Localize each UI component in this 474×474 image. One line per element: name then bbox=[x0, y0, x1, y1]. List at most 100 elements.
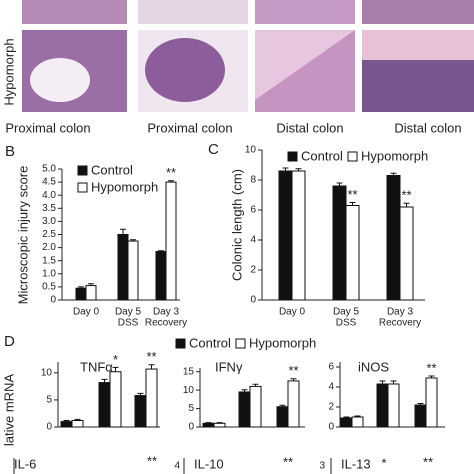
row-label: Hypomorph bbox=[1, 38, 16, 105]
error-bar bbox=[379, 380, 386, 384]
legend-swatch bbox=[77, 182, 88, 193]
error-bar bbox=[88, 283, 94, 286]
error-bar bbox=[168, 180, 174, 183]
error-bar bbox=[403, 202, 410, 207]
significance-mark: ** bbox=[423, 454, 433, 469]
significance-mark: ** bbox=[147, 453, 157, 468]
y-tick-label: 3 bbox=[319, 461, 325, 472]
legend-swatch bbox=[77, 165, 88, 176]
error-bar bbox=[74, 418, 81, 421]
bar bbox=[387, 383, 400, 428]
x-tick-label: Day 3 bbox=[387, 307, 414, 318]
bar bbox=[109, 371, 122, 428]
error-bar bbox=[428, 375, 435, 378]
error-bar bbox=[112, 366, 119, 372]
y-axis-label: Colonic length (cm) bbox=[229, 169, 244, 281]
x-tick-label: Day 0 bbox=[279, 307, 306, 318]
y-tick-label: 6 bbox=[328, 362, 334, 373]
bar bbox=[145, 368, 158, 428]
y-tick-label: 0 bbox=[250, 295, 256, 306]
error-bar bbox=[295, 168, 302, 171]
error-bar bbox=[241, 389, 248, 392]
x-tick-label: Recovery bbox=[145, 318, 187, 329]
bar bbox=[117, 234, 129, 301]
bar bbox=[60, 421, 73, 428]
significance-mark: * bbox=[381, 455, 386, 470]
error-bar bbox=[252, 383, 259, 387]
bar bbox=[399, 206, 414, 301]
y-tick-label: 5 bbox=[188, 403, 194, 414]
bar bbox=[238, 391, 251, 428]
bar bbox=[351, 416, 364, 428]
x-tick-label: Day 3 bbox=[153, 307, 180, 318]
y-tick-label: 10 bbox=[183, 385, 195, 396]
histology-tissue bbox=[145, 38, 225, 102]
y-tick-label: 0 bbox=[328, 422, 334, 433]
bar bbox=[287, 380, 300, 428]
error-bar bbox=[290, 378, 297, 381]
significance-mark: ** bbox=[283, 454, 293, 469]
y-tick-label: 10 bbox=[245, 145, 257, 156]
histology-image bbox=[255, 0, 355, 24]
y-tick-label: 15 bbox=[183, 366, 195, 377]
error-bar bbox=[148, 364, 155, 370]
significance-mark: ** bbox=[426, 360, 436, 375]
error-bar bbox=[354, 415, 361, 417]
x-tick-label: Day 5 bbox=[333, 307, 360, 318]
legend-label: Hypomorph bbox=[361, 148, 428, 163]
legend-label: Control bbox=[91, 162, 133, 177]
histology-lumen bbox=[30, 58, 90, 102]
error-bar bbox=[390, 172, 397, 176]
y-tick-label: 4 bbox=[328, 382, 334, 393]
bar bbox=[345, 205, 360, 301]
legend-label: Hypomorph bbox=[249, 335, 316, 350]
y-tick-label: 5 bbox=[46, 395, 52, 406]
bar bbox=[276, 406, 289, 428]
y-tick-label: 5.0 bbox=[42, 164, 56, 175]
bar bbox=[425, 377, 438, 428]
x-tick-label: DSS bbox=[336, 318, 357, 329]
y-tick-label: 2 bbox=[250, 265, 256, 276]
y-tick-label: 0 bbox=[50, 295, 56, 306]
panel-label: D bbox=[4, 333, 15, 350]
error-bar bbox=[390, 380, 397, 384]
chart-title: IL-10 bbox=[194, 456, 224, 471]
x-tick-label: Recovery bbox=[379, 318, 421, 329]
error-bar bbox=[78, 286, 84, 289]
y-tick-label: 2 bbox=[328, 402, 334, 413]
legend-swatch bbox=[287, 151, 298, 162]
bar bbox=[85, 285, 97, 301]
chart-title: IFNγ bbox=[215, 359, 243, 374]
error-bar bbox=[137, 392, 144, 396]
chart-title: IL-13 bbox=[341, 456, 371, 471]
significance-mark: ** bbox=[401, 188, 411, 203]
significance-mark: ** bbox=[288, 363, 298, 378]
significance-mark: ** bbox=[146, 349, 156, 364]
y-tick-label: 2.0 bbox=[42, 242, 56, 253]
chart-title: IL-6 bbox=[14, 456, 36, 471]
column-label: Proximal colon bbox=[5, 120, 90, 135]
bar bbox=[278, 170, 293, 301]
column-label: Distal colon bbox=[394, 120, 461, 135]
y-axis-label: Microscopic injury score bbox=[15, 166, 30, 305]
panel-label: B bbox=[5, 143, 15, 160]
error-bar bbox=[343, 416, 350, 418]
error-bar bbox=[349, 202, 356, 206]
significance-mark: ** bbox=[347, 187, 357, 202]
bar bbox=[213, 422, 226, 428]
y-tick-label: 4.0 bbox=[42, 190, 56, 201]
y-tick-label: 0 bbox=[188, 422, 194, 433]
bar bbox=[165, 181, 177, 301]
bar bbox=[98, 382, 111, 428]
y-tick-label: 6 bbox=[250, 205, 256, 216]
legend-label: Control bbox=[301, 148, 343, 163]
bar bbox=[134, 395, 147, 428]
y-tick-label: 10 bbox=[41, 367, 53, 378]
bar bbox=[386, 175, 401, 301]
error-bar bbox=[63, 420, 70, 422]
significance-mark: * bbox=[113, 352, 118, 367]
bar bbox=[71, 420, 84, 428]
bar bbox=[340, 417, 353, 428]
legend-swatch bbox=[175, 338, 186, 349]
